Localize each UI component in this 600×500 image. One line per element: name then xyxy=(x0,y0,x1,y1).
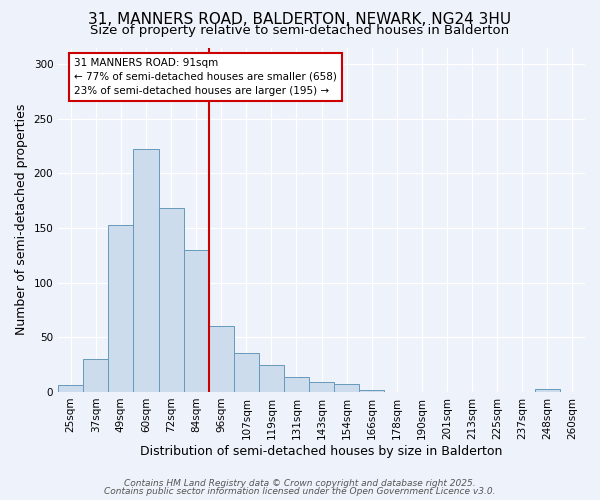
Bar xyxy=(359,390,385,392)
Bar xyxy=(58,386,83,392)
Bar xyxy=(209,326,234,392)
Text: 31, MANNERS ROAD, BALDERTON, NEWARK, NG24 3HU: 31, MANNERS ROAD, BALDERTON, NEWARK, NG2… xyxy=(88,12,512,28)
Bar xyxy=(284,376,309,392)
Bar xyxy=(83,359,109,392)
Text: Contains HM Land Registry data © Crown copyright and database right 2025.: Contains HM Land Registry data © Crown c… xyxy=(124,478,476,488)
Text: Contains public sector information licensed under the Open Government Licence v3: Contains public sector information licen… xyxy=(104,487,496,496)
Bar xyxy=(133,149,158,392)
Bar xyxy=(109,224,133,392)
Bar xyxy=(234,352,259,392)
Bar xyxy=(535,388,560,392)
Bar xyxy=(259,364,284,392)
Text: Size of property relative to semi-detached houses in Balderton: Size of property relative to semi-detach… xyxy=(91,24,509,37)
Bar xyxy=(158,208,184,392)
Bar xyxy=(334,384,359,392)
X-axis label: Distribution of semi-detached houses by size in Balderton: Distribution of semi-detached houses by … xyxy=(140,444,503,458)
Bar xyxy=(309,382,334,392)
Y-axis label: Number of semi-detached properties: Number of semi-detached properties xyxy=(15,104,28,336)
Text: 31 MANNERS ROAD: 91sqm
← 77% of semi-detached houses are smaller (658)
23% of se: 31 MANNERS ROAD: 91sqm ← 77% of semi-det… xyxy=(74,58,337,96)
Bar xyxy=(184,250,209,392)
